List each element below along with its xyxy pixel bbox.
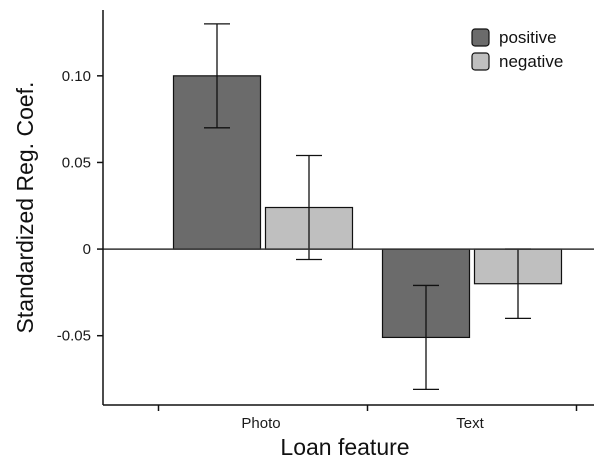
- y-tick-label: 0.10: [62, 68, 91, 85]
- y-tick-label: 0: [83, 241, 91, 258]
- legend-swatch: [471, 28, 490, 47]
- x-ticks: Photo Text: [157, 405, 578, 432]
- y-axis-title: Standardized Reg. Coef.: [12, 82, 38, 334]
- x-tick-label: Photo: [241, 415, 280, 432]
- legend-swatch: [471, 52, 490, 71]
- y-ticks: -0.05 0 0.05 0.10: [57, 68, 103, 345]
- bars-layer: [172, 75, 563, 339]
- x-axis-title: Loan feature: [280, 434, 409, 460]
- legend: positive negative: [471, 28, 563, 71]
- y-tick-label: -0.05: [57, 328, 91, 345]
- legend-label: negative: [499, 52, 563, 71]
- legend-label: positive: [499, 28, 557, 47]
- y-tick-label: 0.05: [62, 154, 91, 171]
- x-tick-label: Text: [456, 415, 484, 432]
- error-bars-layer: [204, 23, 531, 391]
